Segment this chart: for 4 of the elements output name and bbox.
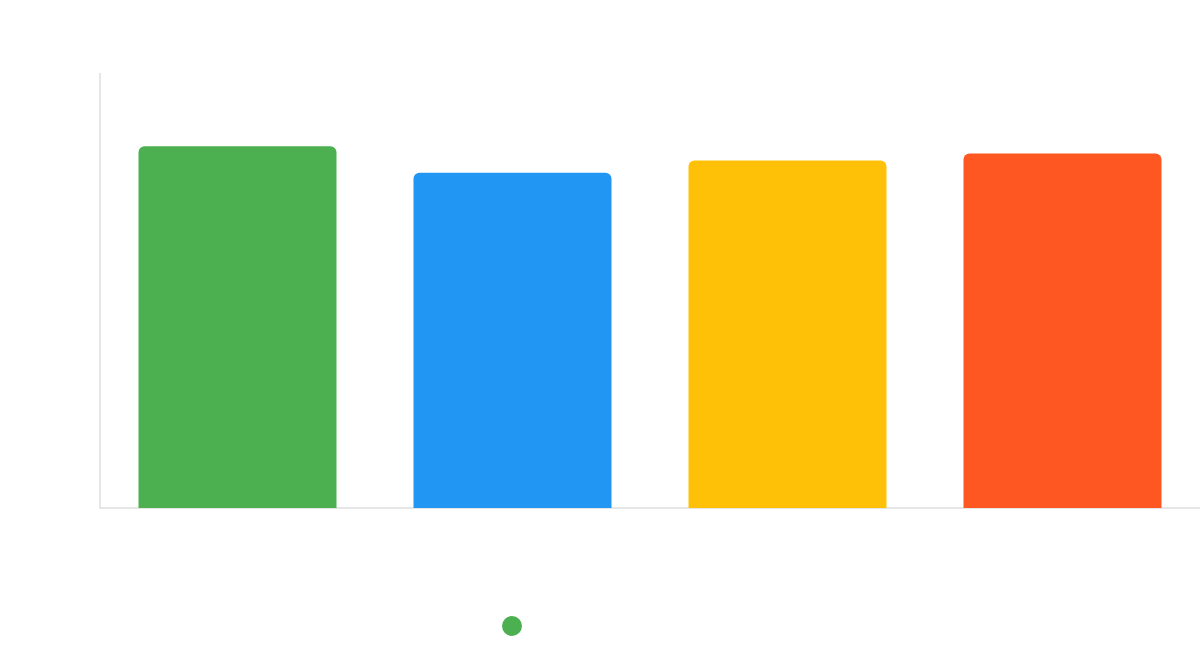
bar [688,160,887,508]
bar [963,153,1162,508]
bar [413,172,612,508]
bar [138,146,337,508]
